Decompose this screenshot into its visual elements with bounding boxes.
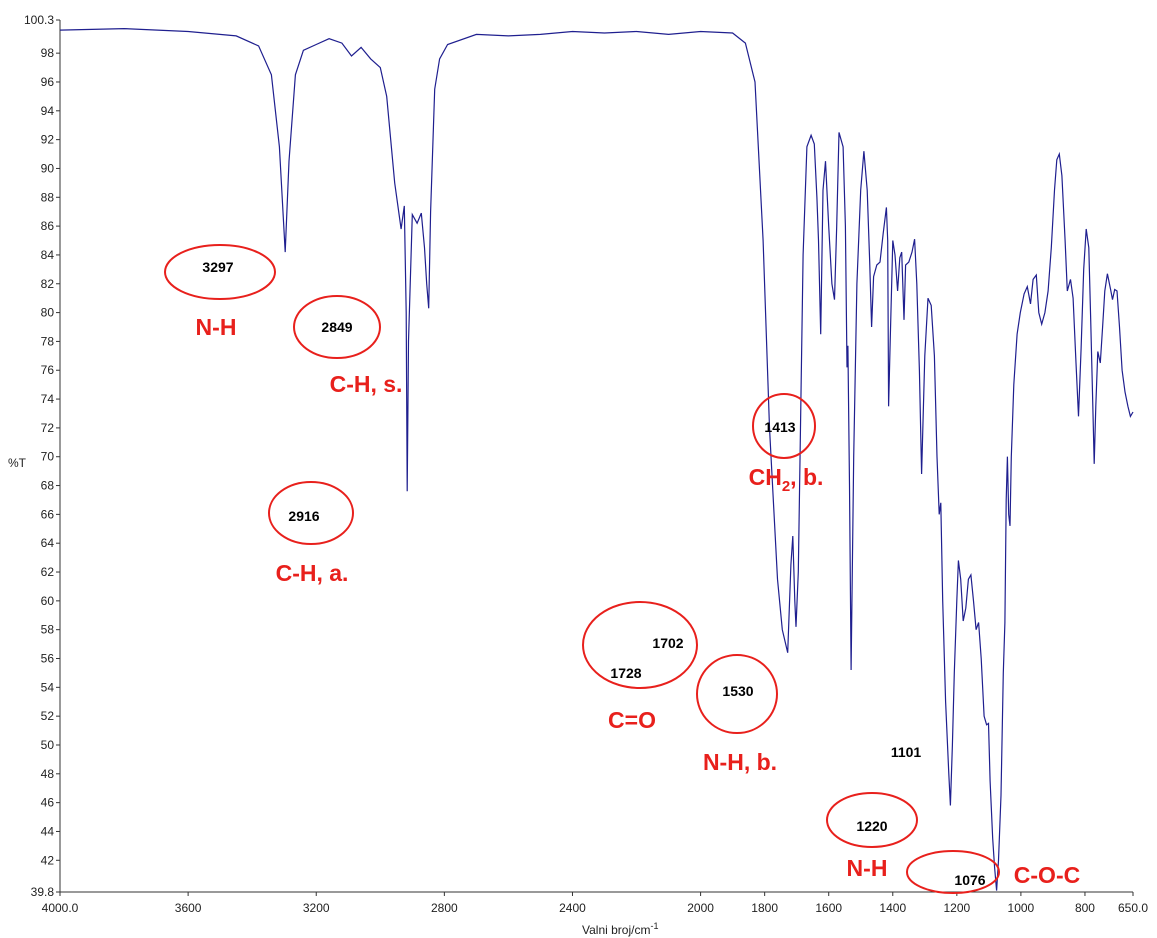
y-tick-label: 88 — [41, 190, 55, 204]
x-tick-label: 1200 — [943, 901, 970, 915]
y-tick-label: 64 — [41, 536, 55, 550]
y-tick-label: 100.3 — [24, 13, 54, 27]
peak-highlight-ring — [293, 295, 381, 359]
assignment-text: C-H, s. — [330, 371, 403, 397]
x-axis-ticks: 4000.0 3600 3200 2800 2400 2000 1800 1600 1400 12… — [42, 892, 1148, 915]
y-tick-label: 80 — [41, 306, 55, 320]
assignment-text: N-H — [196, 314, 237, 340]
band-assignment-label: N-H — [196, 314, 237, 340]
x-tick-label: 2400 — [559, 901, 586, 915]
x-tick-label: 1600 — [815, 901, 842, 915]
y-tick-label: 98 — [41, 46, 55, 60]
y-tick-label: 94 — [41, 104, 55, 118]
y-tick-label: 82 — [41, 277, 55, 291]
y-tick-label: 70 — [41, 450, 55, 464]
y-tick-label: 92 — [41, 133, 55, 147]
peak-wavenumber-label: 2916 — [288, 508, 319, 524]
y-tick-label: 76 — [41, 363, 55, 377]
band-assignment-label: C-O-C — [1014, 862, 1080, 888]
x-tick-label: 1800 — [751, 901, 778, 915]
assignment-subscript: 2 — [782, 478, 790, 495]
peak-wavenumber-label: 1220 — [856, 818, 887, 834]
x-tick-label: 2800 — [431, 901, 458, 915]
peak-highlight-ring — [826, 792, 918, 848]
peak-highlight-ring — [268, 481, 354, 545]
y-tick-label: 68 — [41, 479, 55, 493]
peak-wavenumber-label: 1413 — [764, 419, 795, 435]
peak-wavenumber-label: 3297 — [202, 259, 233, 275]
x-tick-label: 800 — [1075, 901, 1095, 915]
chart-axes — [59, 20, 1133, 893]
y-tick-label: 62 — [41, 565, 55, 579]
x-axis-title-text: Valni broj/cm — [582, 923, 650, 937]
y-tick-label: 86 — [41, 219, 55, 233]
x-tick-label: 1400 — [879, 901, 906, 915]
y-tick-label: 42 — [41, 853, 55, 867]
x-tick-label: 2000 — [687, 901, 714, 915]
x-axis-title: Valni broj/cm-1 — [582, 921, 658, 937]
peak-wavenumber-label: 1728 — [610, 665, 641, 681]
y-tick-label: 74 — [41, 392, 55, 406]
band-assignment-label: N-H — [847, 855, 888, 881]
peak-highlight-ring — [164, 244, 276, 300]
y-tick-label: 96 — [41, 75, 55, 89]
y-tick-label: 60 — [41, 594, 55, 608]
peak-highlight-ring — [906, 850, 1000, 894]
assignment-text: CH — [749, 464, 782, 490]
y-tick-label: 48 — [41, 767, 55, 781]
y-tick-label: 84 — [41, 248, 55, 262]
y-tick-label: 44 — [41, 824, 55, 838]
y-tick-label: 50 — [41, 738, 55, 752]
y-tick-label: 56 — [41, 652, 55, 666]
spectrum-series-line — [59, 27, 1134, 891]
peak-highlight-ring — [696, 654, 778, 734]
band-assignment-label: C-H, s. — [330, 371, 403, 397]
y-tick-label: 52 — [41, 709, 55, 723]
peak-highlight-ring — [582, 601, 698, 689]
band-assignment-label: CH2, b. — [749, 464, 824, 495]
band-assignment-label: C=O — [608, 707, 656, 733]
assignment-suffix: , b. — [790, 464, 823, 490]
assignment-text: C=O — [608, 707, 656, 733]
x-tick-label: 3200 — [303, 901, 330, 915]
peak-wavenumber-label: 2849 — [321, 319, 352, 335]
x-tick-label: 3600 — [175, 901, 202, 915]
y-tick-label: 39.8 — [31, 885, 55, 899]
assignment-text: N-H, b. — [703, 749, 777, 775]
y-tick-label: 72 — [41, 421, 55, 435]
x-axis-title-superscript: -1 — [650, 921, 658, 931]
x-tick-label: 650.0 — [1118, 901, 1148, 915]
y-tick-label: 66 — [41, 507, 55, 521]
band-assignment-label: C-H, a. — [276, 560, 349, 586]
y-axis-ticks: 39.8 42 44 46 48 50 52 54 56 58 60 62 64 66 68 70 72 74 76… — [24, 13, 60, 899]
assignment-text: N-H — [847, 855, 888, 881]
y-tick-label: 78 — [41, 334, 55, 348]
y-tick-label: 54 — [41, 680, 55, 694]
x-tick-label: 4000.0 — [42, 901, 79, 915]
peak-wavenumber-label: 1530 — [722, 683, 753, 699]
y-axis-title: %T — [8, 456, 27, 470]
y-tick-label: 58 — [41, 623, 55, 637]
peak-wavenumber-label: 1101 — [891, 744, 922, 760]
y-tick-label: 90 — [41, 161, 55, 175]
x-tick-label: 1000 — [1008, 901, 1035, 915]
peak-highlight-ring — [752, 393, 816, 459]
peak-wavenumber-label: 1076 — [954, 872, 985, 888]
assignment-text: C-O-C — [1014, 862, 1080, 888]
y-tick-label: 46 — [41, 796, 55, 810]
assignment-text: C-H, a. — [276, 560, 349, 586]
band-assignment-label: N-H, b. — [703, 749, 777, 775]
peak-wavenumber-label: 1702 — [652, 635, 683, 651]
peak-annotations: 3297 2849 2916 1728 1702 1530 1413 1220 1101 1076… — [164, 244, 1080, 894]
